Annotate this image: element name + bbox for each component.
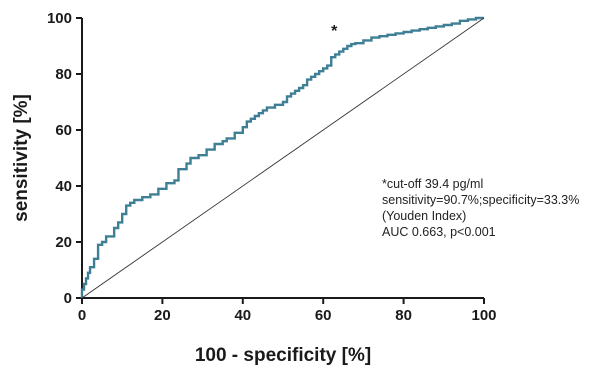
x-ticks: 0 20 40 60 80 100	[78, 298, 497, 324]
reference-diagonal	[81, 17, 485, 299]
annotation-sens-spec: sensitivity=90.7%;specificity=33.3%	[382, 193, 579, 207]
annotation-cutoff: *cut-off 39.4 pg/ml	[382, 177, 483, 191]
y-tick-label: 80	[55, 66, 72, 83]
y-tick-label: 100	[47, 10, 72, 27]
x-tick-label: 60	[315, 307, 332, 324]
y-ticks: 0 20 40 60 80 100	[47, 10, 82, 307]
annotation-auc: AUC 0.663, p<0.001	[382, 225, 496, 239]
cutoff-marker: *	[331, 23, 338, 40]
x-tick-label: 20	[154, 307, 171, 324]
annotation-block: *cut-off 39.4 pg/ml sensitivity=90.7%;sp…	[382, 177, 579, 239]
axes: 0 20 40 60 80 100 0 20 40 60 80 100	[47, 10, 497, 324]
y-tick-label: 0	[64, 290, 72, 307]
y-tick-label: 40	[55, 178, 72, 195]
roc-curve	[80, 16, 484, 298]
x-axis-title: 100 - specificity [%]	[195, 345, 371, 366]
x-tick-label: 100	[471, 307, 496, 324]
series-layer	[80, 16, 485, 299]
y-axis-title: sensitivity [%]	[11, 94, 32, 222]
y-tick-label: 60	[55, 122, 72, 139]
annotation-youden: (Youden Index)	[382, 209, 466, 223]
x-tick-label: 80	[395, 307, 412, 324]
y-tick-label: 20	[55, 234, 72, 251]
x-tick-label: 0	[78, 307, 86, 324]
x-tick-label: 40	[234, 307, 251, 324]
